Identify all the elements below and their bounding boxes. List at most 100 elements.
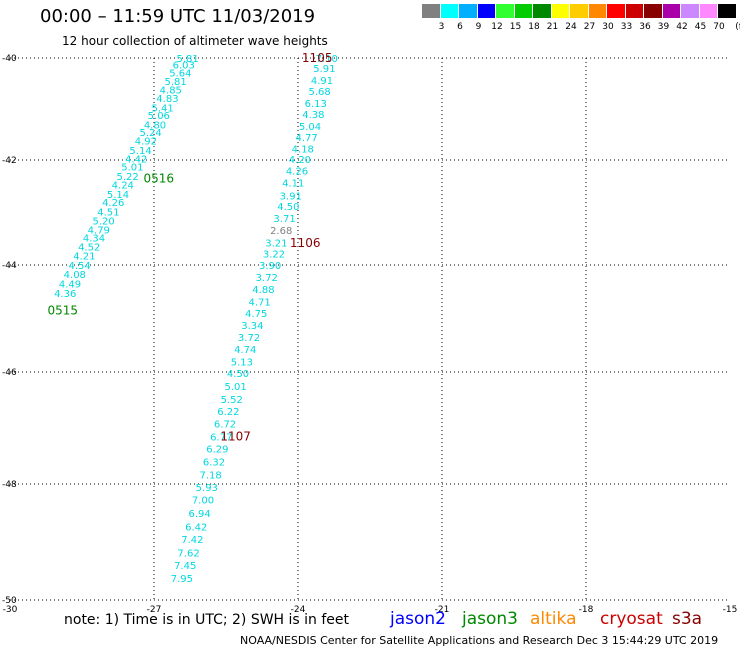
satellite-jason2: jason2 [390, 609, 446, 629]
lat-tick-label: -40 [2, 54, 17, 64]
wave-height-point: 5.64 [169, 68, 191, 79]
page-title: 00:00 – 11:59 UTC 11/03/2019 [40, 6, 316, 27]
lon-tick-label: -15 [723, 605, 738, 615]
wave-height-point: 2.68 [270, 226, 292, 237]
wave-height-point: 4.50 [227, 369, 249, 380]
wave-height-point: 7.18 [200, 470, 222, 481]
wave-height-point: 4.08 [64, 270, 86, 281]
wave-height-point: 3.72 [256, 273, 278, 284]
wave-height-point: 6.72 [214, 420, 236, 431]
wave-height-point: 4.51 [97, 207, 119, 218]
wave-height-point: 4.75 [245, 309, 267, 320]
wave-height-point: 3.71 [273, 214, 295, 225]
footer-credit: NOAA/NESDIS Center for Satellite Applica… [240, 634, 719, 647]
wave-height-point: 6.22 [217, 407, 239, 418]
wave-height-point: 5.91 [313, 64, 335, 75]
wave-height-point: 3.21 [265, 238, 287, 249]
wave-height-point: 4.26 [102, 198, 124, 209]
legend-label: 30 [602, 22, 614, 32]
track-time-label: 1105 [302, 51, 333, 65]
wave-height-point: 6.94 [188, 509, 210, 520]
legend-label: 21 [546, 22, 559, 32]
wave-height-point: 6.13 [305, 99, 327, 110]
legend-swatch [718, 4, 737, 18]
wave-height-point: 7.45 [174, 561, 196, 572]
satellite-s3a: s3a [672, 609, 703, 629]
wave-height-point: 3.34 [241, 321, 263, 332]
legend-swatch [570, 4, 589, 18]
lon-tick-label: -24 [291, 605, 306, 615]
legend-swatch [625, 4, 644, 18]
legend-swatch [440, 4, 459, 18]
legend-swatch [551, 4, 570, 18]
lon-tick-label: -18 [579, 605, 594, 615]
legend-label: 45 [694, 22, 707, 32]
legend-swatch [422, 4, 441, 18]
lat-tick-label: -44 [2, 261, 17, 271]
legend-swatch [514, 4, 533, 18]
wave-height-point: 4.91 [311, 76, 333, 87]
wave-height-point: 4.79 [88, 225, 110, 236]
satellite-altika: altika [530, 609, 577, 629]
legend-label: 15 [509, 22, 522, 32]
wave-height-point: 5.20 [92, 216, 114, 227]
legend-label: 39 [657, 22, 670, 32]
lon-tick-label: -30 [3, 605, 18, 615]
wave-height-point: 4.36 [54, 289, 76, 300]
note-text: note: 1) Time is in UTC; 2) SWH is in fe… [64, 612, 350, 628]
wave-height-point: 4.38 [302, 110, 324, 121]
wave-height-point: 4.34 [83, 234, 105, 245]
legend-label: 33 [620, 22, 633, 32]
wave-height-point: 5.01 [121, 162, 143, 173]
legend-label: 27 [583, 22, 596, 32]
wave-height-point: 6.03 [173, 61, 195, 72]
wave-height-point: 6.77 [210, 432, 232, 443]
wave-height-point: 6.32 [203, 458, 225, 469]
lat-tick-label: -48 [2, 480, 17, 490]
wave-height-point: 5.22 [116, 172, 138, 183]
wave-height-point: 5.04 [299, 122, 321, 133]
legend-label: 12 [491, 22, 503, 32]
track-time-label: 0515 [48, 303, 79, 317]
wave-height-point: 4.26 [286, 167, 308, 178]
track-time-label: 0516 [144, 171, 175, 185]
wave-height-point: 5.06 [148, 111, 170, 122]
wave-height-point: 4.54 [68, 261, 90, 272]
legend-label: 18 [528, 22, 540, 32]
lon-tick-label: -27 [147, 605, 162, 615]
legend-label: 42 [676, 22, 688, 32]
legend-label: 36 [639, 22, 651, 32]
wave-height-point: 5.14 [129, 146, 151, 157]
wave-height-point: 5.41 [152, 103, 174, 114]
wave-height-point: 7.42 [181, 535, 203, 546]
wave-height-point: 6.29 [206, 445, 228, 456]
legend-swatch [588, 4, 607, 18]
wave-height-point: 5.68 [308, 87, 330, 98]
wave-height-point: 7.62 [177, 548, 199, 559]
legend-swatch [459, 4, 478, 18]
wave-height-point: 5.81 [176, 54, 198, 65]
legend-swatch [681, 4, 700, 18]
wave-height-point: 4.24 [112, 181, 134, 192]
wave-height-point: 5.81 [164, 77, 186, 88]
legend-label: 6 [457, 22, 463, 32]
lat-tick-label: -42 [2, 156, 17, 166]
wave-height-point: 7.95 [171, 574, 193, 585]
wave-height-point: 4.21 [73, 252, 95, 263]
wave-height-point: 4.18 [292, 144, 314, 155]
wave-height-point: 4.77 [296, 133, 318, 144]
wave-height-point: 3.90 [259, 261, 281, 272]
wave-height-point: 4.80 [144, 120, 166, 131]
wave-height-point: 6.42 [185, 522, 207, 533]
legend-swatch [662, 4, 681, 18]
legend-swatch [533, 4, 552, 18]
lon-tick-label: -21 [435, 605, 450, 615]
wave-height-point: 4.92 [135, 137, 157, 148]
legend-unit: (ft) [735, 22, 740, 32]
lat-tick-label: -46 [2, 368, 17, 378]
color-legend [422, 4, 737, 20]
wave-height-point: 4.20 [289, 155, 311, 166]
wave-height-point: 4.71 [248, 297, 270, 308]
lat-tick-label: -50 [2, 596, 17, 606]
